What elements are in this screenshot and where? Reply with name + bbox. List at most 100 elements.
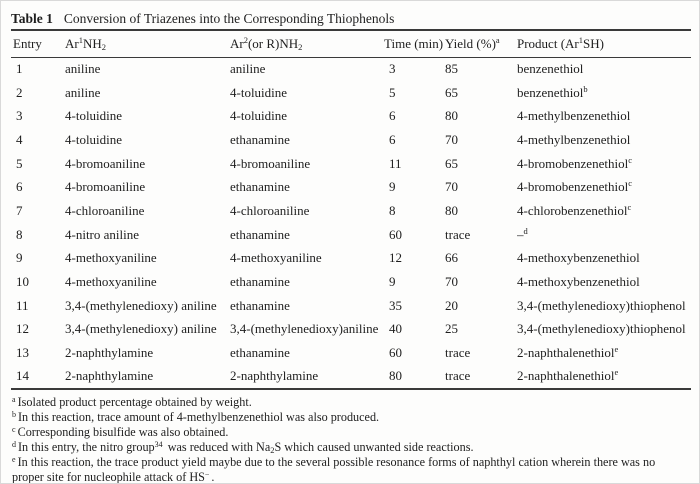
cell-time: 11 (389, 155, 402, 171)
cell-product: benzenethiolb (517, 83, 588, 100)
cell-entry: 14 (11, 364, 65, 390)
cell-ar1: 3,4-(methylenedioxy) aniline (65, 297, 217, 313)
cell-product: 3,4-(methylenedioxy)thiophenol (517, 297, 686, 313)
cell-yield: 80 (445, 202, 458, 218)
cell-entry: 13 (16, 345, 29, 361)
cell-entry: 11 (16, 297, 29, 313)
column-header-product: Product (Ar1SH) (517, 29, 691, 58)
cell-time: 5 (389, 84, 396, 100)
cell-time: 12 (389, 250, 402, 266)
cell-time: 9 (389, 274, 396, 290)
cell-yield: 85 (445, 61, 458, 77)
table-row: 3 4-toluidine 4-toluidine 6 80 4-methylb… (11, 104, 691, 128)
cell-ar1: aniline (65, 84, 101, 100)
cell-product: 4-chlorobenzenethiolc (517, 201, 632, 218)
cell-product: 4-methoxybenzenethiol (517, 274, 640, 290)
cell-ar1: 2-naphthylamine (65, 345, 154, 361)
cell-ar2: 4-toluidine (230, 108, 288, 124)
table-row: 2 aniline 4-toluidine 5 65 benzenethiolb (11, 81, 691, 105)
cell-ar2: ethanamine (230, 297, 290, 313)
cell-ar2: 2-naphthylamine (230, 364, 378, 390)
cell-time: 6 (389, 108, 396, 124)
cell-ar2: ethanamine (230, 226, 290, 242)
cell-product: 4-methylbenzenethiol (517, 108, 631, 124)
cell-ar2: 4-methoxyaniline (230, 250, 322, 266)
table-footnotes: a Isolated product percentage obtained by… (11, 390, 689, 483)
footnote-c: c Corresponding bisulfide was also obtain… (12, 424, 229, 439)
cell-ar1: 4-toluidine (65, 108, 123, 124)
cell-entry: 2 (16, 84, 23, 100)
cell-ar2: ethanamine (230, 131, 290, 147)
cell-time: 40 (389, 321, 402, 337)
cell-product: –d (517, 225, 528, 242)
table-row: 6 4-bromoaniline ethanamine 9 70 4-bromo… (11, 175, 691, 199)
cell-entry: 12 (16, 321, 29, 337)
cell-yield: 70 (445, 274, 458, 290)
table-row: 14 2-naphthylamine 2-naphthylamine 80 tr… (11, 364, 691, 390)
cell-yield: 80 (445, 108, 458, 124)
table-title: Table 1 Conversion of Triazenes into the … (11, 9, 689, 29)
cell-ar2: aniline (230, 61, 266, 77)
column-header-entry: Entry (11, 29, 65, 58)
table-row: 8 4-nitro aniline ethanamine 60 trace –d (11, 223, 691, 247)
cell-entry: 3 (16, 108, 23, 124)
cell-entry: 7 (16, 202, 23, 218)
cell-ar2: 4-bromoaniline (230, 155, 311, 171)
footnote-b: b In this reaction, trace amount of 4-met… (12, 409, 380, 424)
cell-time: 35 (389, 297, 402, 313)
cell-ar1: 4-bromoaniline (65, 155, 146, 171)
cell-ar1: 4-methoxyaniline (65, 250, 157, 266)
cell-yield: 65 (445, 84, 458, 100)
cell-product: 2-naphthalenethiole (517, 344, 619, 361)
table-row: 9 4-methoxyaniline 4-methoxyaniline 12 6… (11, 247, 691, 271)
cell-ar1: 4-toluidine (65, 131, 123, 147)
cell-ar2: 3,4-(methylenedioxy)aniline (230, 321, 378, 337)
cell-ar2: ethanamine (230, 345, 290, 361)
table-row: 10 4-methoxyaniline ethanamine 9 70 4-me… (11, 270, 691, 294)
cell-entry: 9 (16, 250, 23, 266)
cell-ar1: 4-bromoaniline (65, 179, 146, 195)
table-row: 11 3,4-(methylenedioxy) aniline ethanami… (11, 294, 691, 318)
cell-ar1: 4-nitro aniline (65, 226, 140, 242)
cell-entry: 1 (16, 61, 23, 77)
cell-time: 8 (389, 202, 396, 218)
table-row: 4 4-toluidine ethanamine 6 70 4-methylbe… (11, 128, 691, 152)
header-row: Entry Ar1NH2 Ar2(or R)NH2 Time (min) Yie… (11, 29, 691, 58)
cell-yield: 66 (445, 250, 458, 266)
cell-product: 4-bromobenzenethiolc (517, 154, 632, 171)
cell-product: 4-methoxybenzenethiol (517, 250, 640, 266)
cell-yield: trace (445, 364, 517, 390)
cell-entry: 4 (16, 131, 23, 147)
cell-time: 60 (389, 345, 402, 361)
cell-ar2: 4-chloroaniline (230, 202, 310, 218)
cell-ar1: 4-chloroaniline (65, 202, 145, 218)
cell-ar1: 4-methoxyaniline (65, 274, 157, 290)
cell-ar1: 3,4-(methylenedioxy) aniline (65, 321, 217, 337)
table-label: Table 1 (11, 11, 53, 26)
column-header-ar1nh2: Ar1NH2 (65, 29, 230, 58)
footnote-a: a Isolated product percentage obtained by… (12, 394, 252, 409)
cell-yield: 70 (445, 179, 458, 195)
footnote-d: d In this entry, the nitro group34 was re… (12, 439, 474, 455)
cell-time: 9 (389, 179, 396, 195)
cell-yield: 20 (445, 297, 458, 313)
cell-product: 4-bromobenzenethiolc (517, 178, 632, 195)
cell-product: 2-naphthalenethiole (517, 364, 691, 390)
cell-yield: trace (445, 345, 471, 361)
cell-time: 6 (389, 131, 396, 147)
cell-time: 60 (389, 226, 402, 242)
table-row: 1 aniline aniline 3 85 benzenethiol (11, 57, 691, 81)
column-header-ar2nh2: Ar2(or R)NH2 (230, 29, 378, 58)
cell-ar1: aniline (65, 61, 101, 77)
cell-ar2: 4-toluidine (230, 84, 288, 100)
cell-entry: 10 (16, 274, 29, 290)
cell-ar2: ethanamine (230, 274, 290, 290)
cell-time: 80 (378, 364, 445, 390)
cell-ar1: 2-naphthylamine (65, 364, 230, 390)
table-row: 13 2-naphthylamine ethanamine 60 trace 2… (11, 341, 691, 365)
table-row: 5 4-bromoaniline 4-bromoaniline 11 65 4-… (11, 152, 691, 176)
cell-entry: 8 (16, 226, 23, 242)
cell-yield: trace (445, 226, 471, 242)
cell-yield: 65 (445, 155, 458, 171)
cell-yield: 70 (445, 131, 458, 147)
